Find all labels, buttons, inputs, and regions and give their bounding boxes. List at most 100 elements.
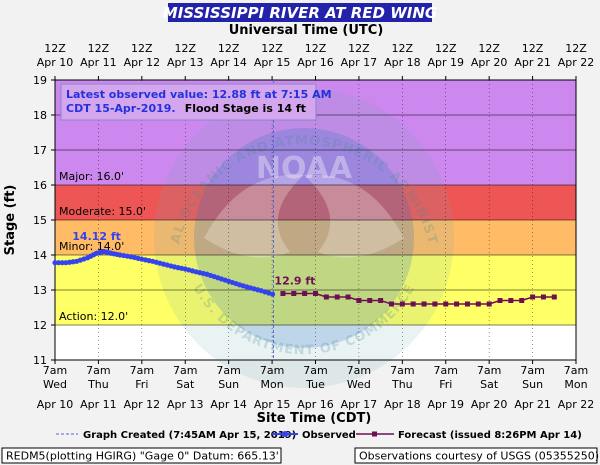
top-tick-time: 12Z xyxy=(218,42,240,55)
bottom-tick-date: Apr 15 xyxy=(254,398,291,411)
bottom-tick-day: Thu xyxy=(391,378,413,391)
forecast-point xyxy=(551,294,557,300)
forecast-point xyxy=(540,294,546,300)
forecast-point xyxy=(443,301,449,307)
bottom-tick-date: Apr 11 xyxy=(80,398,117,411)
band-label-major: Major: 16.0' xyxy=(59,170,124,183)
band-labels: Major: 16.0' Moderate: 15.0' Minor: 14.0' A… xyxy=(59,170,146,323)
x-axis-title: Site Time (CDT) xyxy=(257,411,372,426)
watermark-gull-right xyxy=(304,174,404,258)
legend-observed-label: Observed xyxy=(302,430,356,441)
legend-forecast-label: Forecast (issued 8:26PM Apr 14) xyxy=(398,430,582,441)
forecast-point xyxy=(378,298,384,303)
bottom-tick-date: Apr 14 xyxy=(210,398,247,411)
band-label-minor: Minor: 14.0' xyxy=(59,240,124,253)
forecast-point xyxy=(280,291,286,296)
top-tick-date: Apr 12 xyxy=(124,56,161,69)
top-tick-date: Apr 11 xyxy=(80,56,117,69)
bottom-tick-day: Fri xyxy=(439,378,452,391)
bottom-tick-day: Wed xyxy=(43,378,67,391)
forecast-point xyxy=(356,298,362,303)
band-label-moderate: Moderate: 15.0' xyxy=(59,205,146,218)
legend-observed-marker xyxy=(282,431,288,437)
y-tick-label: 15 xyxy=(33,214,47,227)
forecast-point xyxy=(475,301,481,307)
bottom-tick-date: Apr 12 xyxy=(124,398,161,411)
bottom-tick-time: 7am xyxy=(130,364,154,377)
bottom-tick-time: 7am xyxy=(43,364,67,377)
bottom-tick-date: Apr 10 xyxy=(37,398,74,411)
forecast-point xyxy=(291,291,297,296)
observed-point xyxy=(52,260,58,266)
bottom-tick-date: Apr 20 xyxy=(471,398,508,411)
forecast-point xyxy=(302,291,308,296)
bottom-tick-time: 7am xyxy=(216,364,240,377)
bottom-tick-date: Apr 21 xyxy=(514,398,551,411)
forecast-point xyxy=(399,301,405,307)
y-tick-label: 18 xyxy=(33,109,47,122)
observed-point xyxy=(59,260,65,266)
top-tick-date: Apr 17 xyxy=(341,56,378,69)
legend: Graph Created (7:45AM Apr 15, 2019) Obse… xyxy=(56,430,582,441)
watermark-center-text: NOAA xyxy=(256,151,353,186)
forecast-point xyxy=(432,301,438,307)
forecast-point xyxy=(367,298,373,303)
bottom-tick-day: Sat xyxy=(480,378,499,391)
y-axis: 11 12 13 14 15 16 17 18 19 xyxy=(33,74,55,367)
bottom-tick-date: Apr 19 xyxy=(427,398,464,411)
top-tick-time: 12Z xyxy=(131,42,153,55)
forecast-point xyxy=(313,291,318,296)
bottom-tick-time: 7am xyxy=(434,364,458,377)
bottom-tick-day: Wed xyxy=(347,378,371,391)
bottom-tick-day: Thu xyxy=(87,378,109,391)
watermark-outer-ring xyxy=(154,88,454,388)
y-tick-label: 13 xyxy=(33,284,47,297)
top-tick-time: 12Z xyxy=(305,42,327,55)
top-tick-date: Apr 21 xyxy=(514,56,551,69)
top-tick-time: 12Z xyxy=(565,42,587,55)
top-tick-date: Apr 22 xyxy=(558,56,595,69)
bottom-tick-time: 7am xyxy=(390,364,414,377)
watermark-gull-left xyxy=(204,174,304,258)
bottom-tick-day: Sun xyxy=(218,378,239,391)
top-tick-date: Apr 16 xyxy=(297,56,334,69)
footer-datum-text: REDM5(plotting HGIRG) "Gage 0" Datum: 66… xyxy=(6,450,279,463)
bottom-tick-day: Sat xyxy=(176,378,195,391)
bottom-tick-day: Mon xyxy=(564,378,587,391)
flood-stage-note: Flood Stage is 14 ft xyxy=(185,102,306,115)
bottom-tick-time: 7am xyxy=(520,364,544,377)
bottom-tick-date: Apr 16 xyxy=(297,398,334,411)
y-axis-title: Stage (ft) xyxy=(3,185,18,256)
band-label-action: Action: 12.0' xyxy=(59,310,128,323)
bottom-tick-day: Tue xyxy=(305,378,325,391)
latest-observed-box xyxy=(60,83,317,121)
top-axis-title: Universal Time (UTC) xyxy=(229,23,384,38)
bottom-tick-time: 7am xyxy=(564,364,588,377)
bottom-tick-time: 7am xyxy=(86,364,110,377)
y-tick-label: 11 xyxy=(33,354,47,367)
top-tick-time: 12Z xyxy=(435,42,457,55)
forecast-point xyxy=(486,301,492,307)
top-tick-date: Apr 20 xyxy=(471,56,508,69)
chart-title: MISSISSIPPI RIVER AT RED WING xyxy=(163,4,437,22)
top-tick-date: Apr 18 xyxy=(384,56,421,69)
band-moderate xyxy=(55,185,576,220)
forecast-point xyxy=(410,301,416,307)
footer-courtesy-box xyxy=(354,447,598,464)
y-tick-label: 17 xyxy=(33,144,47,157)
top-tick-time: 12Z xyxy=(348,42,370,55)
top-tick-time: 12Z xyxy=(478,42,500,55)
top-tick-time: 12Z xyxy=(522,42,544,55)
y-tick-label: 19 xyxy=(33,74,47,87)
latest-observed-date: CDT 15-Apr-2019. xyxy=(66,102,176,115)
bottom-tick-date: Apr 13 xyxy=(167,398,204,411)
bottom-tick-time: 7am xyxy=(347,364,371,377)
forecast-point xyxy=(454,301,460,307)
bottom-tick-date: Apr 18 xyxy=(384,398,421,411)
band-normal xyxy=(55,325,576,360)
top-tick-date: Apr 14 xyxy=(210,56,247,69)
top-tick-date: Apr 19 xyxy=(427,56,464,69)
